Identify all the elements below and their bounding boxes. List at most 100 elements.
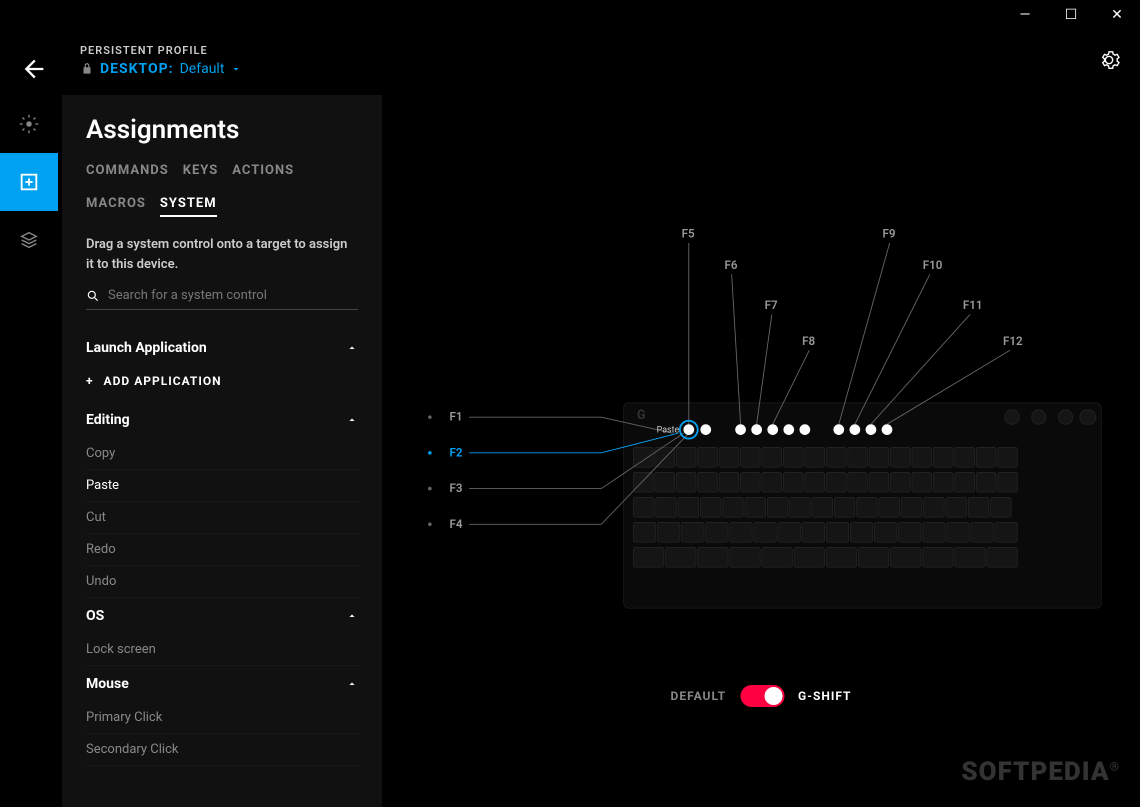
keyboard-key[interactable] bbox=[723, 498, 744, 518]
keyboard-key[interactable] bbox=[869, 448, 889, 468]
keyboard-key[interactable] bbox=[968, 498, 989, 518]
keyboard-key[interactable] bbox=[762, 473, 782, 493]
keyboard-key[interactable] bbox=[698, 548, 728, 568]
keyboard-key[interactable] bbox=[955, 548, 985, 568]
maximize-button[interactable]: ☐ bbox=[1048, 0, 1094, 30]
cmd-copy[interactable]: Copy bbox=[86, 438, 358, 470]
minimize-button[interactable]: — bbox=[1002, 0, 1048, 30]
keyboard-key[interactable] bbox=[633, 473, 653, 493]
keyboard-key[interactable] bbox=[741, 473, 761, 493]
keyboard-key[interactable] bbox=[730, 523, 752, 543]
keyboard-key[interactable] bbox=[923, 548, 953, 568]
keyboard-key[interactable] bbox=[658, 523, 680, 543]
keyboard-key[interactable] bbox=[745, 498, 766, 518]
section-editing[interactable]: Editing bbox=[86, 402, 358, 438]
keyboard-key[interactable] bbox=[891, 473, 911, 493]
keyboard-key[interactable] bbox=[826, 448, 846, 468]
back-arrow-icon[interactable] bbox=[20, 55, 48, 83]
keyboard-key[interactable] bbox=[848, 448, 868, 468]
keyboard-key[interactable] bbox=[998, 448, 1018, 468]
fkey-dot[interactable] bbox=[683, 424, 694, 435]
keyboard-key[interactable] bbox=[826, 548, 856, 568]
keyboard-key[interactable] bbox=[976, 473, 996, 493]
section-mouse[interactable]: Mouse bbox=[86, 666, 358, 702]
keyboard-key[interactable] bbox=[767, 498, 788, 518]
tab-keys[interactable]: KEYS bbox=[183, 163, 219, 182]
close-button[interactable]: ✕ bbox=[1094, 0, 1140, 30]
tab-system[interactable]: SYSTEM bbox=[160, 196, 217, 217]
keyboard-key[interactable] bbox=[700, 498, 721, 518]
keyboard-key[interactable] bbox=[805, 473, 825, 493]
keyboard-key[interactable] bbox=[656, 498, 677, 518]
keyboard-key[interactable] bbox=[850, 523, 872, 543]
nav-lighting[interactable] bbox=[0, 95, 58, 153]
fkey-dot[interactable] bbox=[783, 424, 794, 435]
fkey-dot[interactable] bbox=[767, 424, 778, 435]
keyboard-key[interactable] bbox=[783, 448, 803, 468]
keyboard-key[interactable] bbox=[741, 448, 761, 468]
keyboard-key[interactable] bbox=[946, 498, 967, 518]
keyboard-key[interactable] bbox=[633, 448, 653, 468]
fkey-dot[interactable] bbox=[882, 424, 893, 435]
gshift-toggle[interactable] bbox=[740, 685, 784, 707]
tab-actions[interactable]: ACTIONS bbox=[232, 163, 294, 182]
keyboard-key[interactable] bbox=[912, 448, 932, 468]
keyboard-key[interactable] bbox=[923, 523, 945, 543]
keyboard-key[interactable] bbox=[826, 523, 848, 543]
keyboard-key[interactable] bbox=[678, 498, 699, 518]
keyboard-key[interactable] bbox=[698, 448, 718, 468]
keyboard-key[interactable] bbox=[633, 548, 663, 568]
keyboard-key[interactable] bbox=[633, 523, 655, 543]
keyboard-key[interactable] bbox=[998, 473, 1018, 493]
fkey-dot[interactable] bbox=[700, 424, 711, 435]
cmd-secondary-click[interactable]: Secondary Click bbox=[86, 734, 358, 766]
keyboard-key[interactable] bbox=[812, 498, 833, 518]
profile-selector[interactable]: DESKTOP: Default bbox=[80, 61, 242, 77]
add-application-button[interactable]: + ADD APPLICATION bbox=[86, 366, 358, 402]
keyboard-key[interactable] bbox=[706, 523, 728, 543]
keyboard-key[interactable] bbox=[869, 473, 889, 493]
keyboard-key[interactable] bbox=[676, 473, 696, 493]
keyboard-key[interactable] bbox=[879, 498, 900, 518]
keyboard-key[interactable] bbox=[912, 473, 932, 493]
keyboard-key[interactable] bbox=[805, 448, 825, 468]
fkey-dot[interactable] bbox=[850, 424, 861, 435]
keyboard-key[interactable] bbox=[995, 523, 1017, 543]
keyboard-key[interactable] bbox=[955, 448, 975, 468]
keyboard-key[interactable] bbox=[933, 473, 953, 493]
keyboard-key[interactable] bbox=[682, 523, 704, 543]
keyboard-key[interactable] bbox=[666, 548, 696, 568]
keyboard-key[interactable] bbox=[848, 473, 868, 493]
keyboard-key[interactable] bbox=[762, 548, 792, 568]
cmd-lock-screen[interactable]: Lock screen bbox=[86, 634, 358, 666]
section-launch-application[interactable]: Launch Application bbox=[86, 330, 358, 366]
keyboard-key[interactable] bbox=[955, 473, 975, 493]
keyboard-key[interactable] bbox=[826, 473, 846, 493]
keyboard-key[interactable] bbox=[783, 473, 803, 493]
nav-device[interactable] bbox=[0, 211, 58, 269]
keyboard-key[interactable] bbox=[802, 523, 824, 543]
cmd-cut[interactable]: Cut bbox=[86, 502, 358, 534]
keyboard-key[interactable] bbox=[987, 548, 1017, 568]
keyboard-key[interactable] bbox=[778, 523, 800, 543]
keyboard-key[interactable] bbox=[875, 523, 897, 543]
section-os[interactable]: OS bbox=[86, 598, 358, 634]
keyboard-key[interactable] bbox=[655, 473, 675, 493]
keyboard-key[interactable] bbox=[899, 523, 921, 543]
keyboard-key[interactable] bbox=[834, 498, 855, 518]
keyboard-key[interactable] bbox=[947, 523, 969, 543]
fkey-dot[interactable] bbox=[735, 424, 746, 435]
keyboard-key[interactable] bbox=[790, 498, 811, 518]
nav-assignments[interactable] bbox=[0, 153, 58, 211]
keyboard-key[interactable] bbox=[858, 548, 888, 568]
cmd-redo[interactable]: Redo bbox=[86, 534, 358, 566]
fkey-dot[interactable] bbox=[800, 424, 811, 435]
keyboard-key[interactable] bbox=[933, 448, 953, 468]
keyboard-key[interactable] bbox=[971, 523, 993, 543]
keyboard-key[interactable] bbox=[676, 448, 696, 468]
settings-gear-icon[interactable] bbox=[1098, 49, 1120, 71]
search-input[interactable] bbox=[108, 288, 358, 303]
keyboard-key[interactable] bbox=[891, 448, 911, 468]
cmd-primary-click[interactable]: Primary Click bbox=[86, 702, 358, 734]
fkey-dot[interactable] bbox=[833, 424, 844, 435]
